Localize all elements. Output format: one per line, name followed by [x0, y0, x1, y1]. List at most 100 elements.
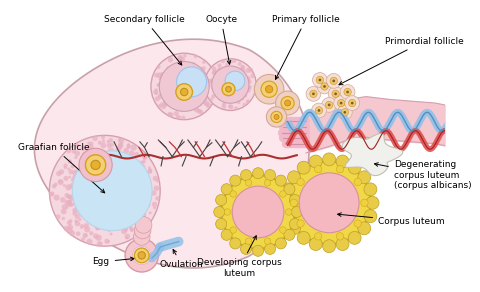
Circle shape: [181, 116, 185, 120]
Circle shape: [90, 217, 94, 222]
Circle shape: [67, 224, 73, 230]
Circle shape: [68, 159, 72, 164]
Circle shape: [344, 111, 346, 114]
Circle shape: [204, 100, 209, 106]
Circle shape: [144, 202, 150, 208]
Circle shape: [234, 100, 237, 103]
Circle shape: [217, 63, 222, 68]
Circle shape: [358, 222, 371, 235]
Circle shape: [63, 184, 66, 187]
Circle shape: [328, 86, 343, 101]
Circle shape: [286, 209, 292, 215]
Circle shape: [323, 240, 336, 253]
Circle shape: [122, 217, 125, 220]
Circle shape: [237, 100, 240, 104]
Circle shape: [168, 112, 172, 116]
Circle shape: [202, 101, 204, 104]
Circle shape: [340, 102, 343, 105]
Circle shape: [207, 82, 211, 86]
Circle shape: [87, 142, 90, 145]
Circle shape: [95, 225, 100, 230]
Circle shape: [143, 183, 149, 188]
Circle shape: [213, 70, 216, 74]
Circle shape: [139, 164, 145, 170]
Circle shape: [245, 78, 249, 82]
Circle shape: [107, 240, 110, 243]
Circle shape: [310, 90, 317, 98]
Circle shape: [264, 170, 276, 181]
Circle shape: [176, 115, 179, 119]
Circle shape: [316, 76, 324, 84]
Circle shape: [348, 161, 361, 174]
Circle shape: [211, 94, 216, 99]
Circle shape: [142, 154, 147, 159]
Text: Ovulation: Ovulation: [159, 250, 204, 269]
Circle shape: [330, 77, 337, 85]
Circle shape: [142, 182, 147, 188]
Circle shape: [138, 191, 143, 196]
Circle shape: [91, 150, 96, 155]
Polygon shape: [35, 39, 309, 268]
Circle shape: [291, 206, 302, 218]
Circle shape: [213, 69, 217, 74]
Circle shape: [157, 83, 160, 86]
Circle shape: [348, 99, 356, 107]
Circle shape: [175, 63, 179, 67]
Circle shape: [132, 174, 139, 181]
Circle shape: [341, 109, 348, 116]
Circle shape: [71, 164, 75, 168]
Circle shape: [99, 153, 104, 158]
Circle shape: [114, 224, 120, 229]
Circle shape: [93, 233, 98, 239]
Circle shape: [59, 169, 64, 174]
Circle shape: [163, 99, 168, 103]
Circle shape: [72, 211, 77, 216]
Circle shape: [220, 68, 224, 72]
Circle shape: [198, 68, 203, 72]
Circle shape: [314, 233, 322, 240]
Circle shape: [312, 103, 326, 118]
Circle shape: [230, 175, 241, 186]
Circle shape: [75, 205, 80, 209]
Circle shape: [174, 104, 177, 107]
Circle shape: [191, 62, 196, 67]
Circle shape: [164, 95, 169, 101]
Circle shape: [297, 161, 310, 174]
Circle shape: [289, 194, 300, 206]
Circle shape: [328, 104, 331, 106]
Circle shape: [106, 220, 111, 224]
Circle shape: [118, 218, 121, 221]
Circle shape: [63, 176, 69, 181]
Circle shape: [124, 162, 129, 168]
Circle shape: [130, 229, 133, 232]
Circle shape: [200, 110, 203, 114]
Circle shape: [238, 69, 241, 74]
Circle shape: [52, 184, 56, 188]
Circle shape: [180, 63, 186, 69]
Circle shape: [85, 155, 106, 175]
Circle shape: [136, 201, 139, 204]
Polygon shape: [342, 133, 403, 175]
Circle shape: [127, 143, 131, 147]
Circle shape: [120, 155, 123, 159]
Circle shape: [154, 73, 159, 78]
Circle shape: [56, 171, 61, 176]
Circle shape: [84, 226, 90, 232]
Circle shape: [56, 214, 60, 219]
Circle shape: [133, 229, 150, 245]
Circle shape: [91, 160, 100, 170]
Circle shape: [276, 238, 287, 249]
Circle shape: [223, 101, 227, 105]
Circle shape: [153, 206, 156, 209]
Circle shape: [118, 138, 121, 142]
Circle shape: [65, 184, 72, 190]
Circle shape: [354, 220, 361, 227]
Circle shape: [197, 109, 202, 114]
Circle shape: [309, 238, 322, 251]
Circle shape: [101, 135, 105, 139]
Circle shape: [133, 175, 137, 178]
Circle shape: [246, 76, 251, 81]
Circle shape: [288, 161, 371, 244]
Circle shape: [124, 210, 130, 216]
Circle shape: [181, 109, 184, 112]
